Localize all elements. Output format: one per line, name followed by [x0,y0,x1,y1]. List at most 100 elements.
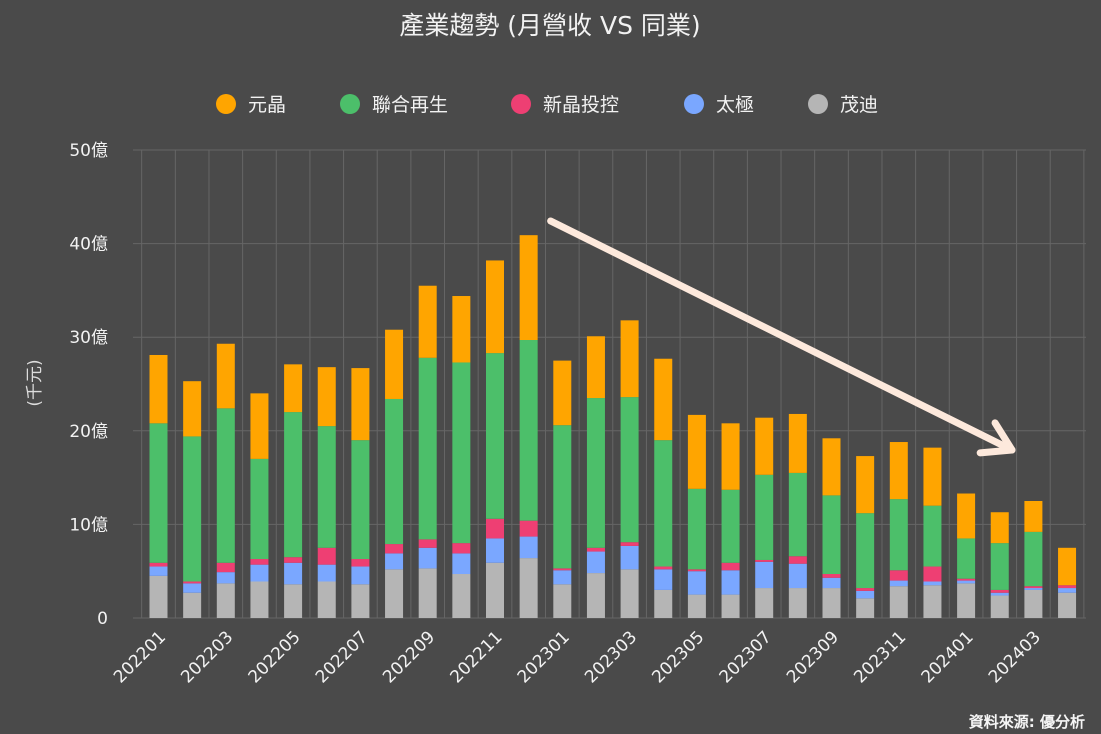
bar-stacks [149,235,1077,618]
bar-segment-聯合再生 [687,488,706,570]
bar-stack-202312 [923,447,942,618]
bar-segment-元晶 [586,336,605,399]
grid-lines [133,149,1086,619]
x-tick-label: 202305 [648,627,708,687]
y-tick-label: 0 [97,609,108,629]
bar-segment-茂迪 [1024,589,1043,618]
bar-segment-茂迪 [788,588,807,618]
bar-segment-聯合再生 [755,474,774,560]
bar-segment-聯合再生 [553,425,572,569]
bar-segment-聯合再生 [351,440,370,560]
bar-segment-聯合再生 [385,398,404,545]
bar-segment-聯合再生 [889,499,908,571]
bar-segment-新晶投控 [351,559,370,567]
bar-segment-元晶 [418,285,437,358]
bar-segment-新晶投控 [418,539,437,548]
bar-stack-202303 [620,320,639,618]
bar-segment-元晶 [317,367,336,427]
bar-segment-茂迪 [519,558,538,618]
bar-stack-202207 [351,368,370,618]
bar-segment-新晶投控 [788,556,807,564]
x-tick-label: 202211 [446,627,506,687]
bar-segment-太極 [418,547,437,569]
bar-segment-新晶投控 [755,559,774,562]
x-tick-label: 202307 [716,627,776,687]
bar-segment-元晶 [755,417,774,475]
bar-segment-太極 [486,538,504,563]
bar-segment-太極 [687,571,706,595]
y-tick-label: 30億 [69,328,108,348]
bar-segment-茂迪 [183,592,202,618]
bar-segment-元晶 [957,493,976,539]
bar-segment-聯合再生 [452,362,471,544]
bar-stack-202202 [183,381,202,618]
legend-label: 茂迪 [840,94,878,116]
x-tick-label: 202205 [245,627,305,687]
bar-stack-202206 [317,367,336,618]
bar-segment-元晶 [1058,547,1077,586]
bar-segment-新晶投控 [856,588,875,591]
x-tick-label: 202403 [985,627,1045,687]
bar-stack-202310 [856,456,875,618]
bar-segment-茂迪 [856,598,875,618]
bar-segment-聯合再生 [317,426,336,548]
bar-segment-太極 [990,592,1009,596]
bar-segment-茂迪 [452,574,471,618]
bar-segment-太極 [721,570,740,595]
bar-segment-聯合再生 [788,472,807,557]
bar-segment-元晶 [452,296,471,363]
bar-stack-202204 [250,393,269,618]
bar-segment-元晶 [216,343,235,409]
bar-segment-太極 [519,536,538,559]
trend-arrow-head [976,419,1016,457]
bar-stack-202208 [385,329,404,618]
bar-segment-聯合再生 [957,538,976,579]
bar-segment-太極 [755,561,774,589]
bar-segment-元晶 [620,320,639,398]
bar-stack-202306 [721,423,740,618]
bar-stack-202311 [889,442,908,618]
x-tick-label: 202207 [312,627,372,687]
chart-title: 產業趨勢 (月營收 VS 同業) [399,11,700,40]
legend-item-元晶: 元晶 [216,94,286,116]
x-tick-label: 202301 [514,627,574,687]
legend-swatch [216,94,236,114]
bar-stack-202210 [452,296,471,618]
bar-segment-茂迪 [149,575,168,618]
legend-label: 元晶 [248,94,286,116]
x-tick-label: 202203 [177,627,237,687]
bar-segment-茂迪 [284,584,303,618]
x-tick-label: 202209 [379,627,439,687]
bar-segment-太極 [183,583,202,593]
x-axis-ticks: 202201 202203 202205 202207 202209 202211 2023… [110,627,1045,687]
bar-segment-新晶投控 [317,547,336,565]
bar-segment-新晶投控 [183,581,202,584]
bar-segment-聯合再生 [586,398,605,548]
bar-segment-新晶投控 [822,574,841,578]
bar-segment-太極 [250,564,269,582]
bar-segment-新晶投控 [149,562,168,567]
bar-segment-茂迪 [889,586,908,618]
y-tick-label: 50億 [69,141,108,161]
trend-annotation [547,217,1016,457]
legend-label: 新晶投控 [543,94,619,116]
bar-segment-元晶 [250,393,269,459]
legend-swatch [808,94,828,114]
bar-segment-新晶投控 [923,566,942,582]
bar-segment-新晶投控 [519,520,538,537]
bar-segment-聯合再生 [486,353,504,519]
x-tick-label: 202303 [581,627,641,687]
bar-segment-新晶投控 [620,542,639,546]
bar-segment-太極 [284,562,303,585]
legend-label: 太極 [716,94,754,116]
bar-segment-太極 [822,577,841,589]
bar-segment-新晶投控 [889,570,908,581]
bar-stack-202403 [1024,501,1043,618]
bar-segment-聯合再生 [856,513,875,589]
bar-segment-太極 [923,581,942,586]
bar-segment-新晶投控 [385,544,404,554]
y-axis-label: (千元) [25,359,45,406]
legend: 元晶 聯合再生 新晶投控 太極 茂迪 [216,94,878,116]
source-note: 資料來源: 優分析 [969,713,1085,731]
